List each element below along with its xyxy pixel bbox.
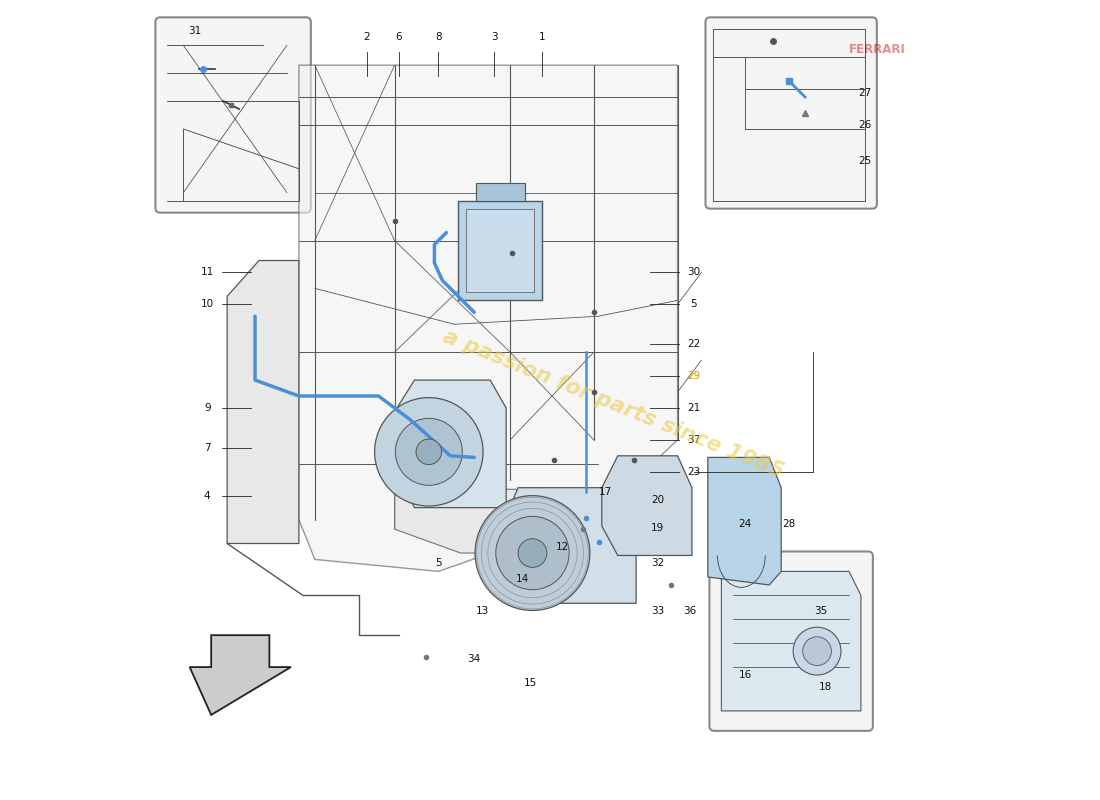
Text: 28: 28 (782, 518, 795, 529)
Text: 9: 9 (204, 403, 210, 413)
Text: 23: 23 (686, 466, 700, 477)
Circle shape (395, 418, 462, 486)
Text: 5: 5 (690, 299, 696, 310)
Polygon shape (504, 488, 636, 603)
Polygon shape (602, 456, 692, 555)
Text: 18: 18 (818, 682, 832, 692)
Text: 13: 13 (475, 606, 488, 616)
Text: 17: 17 (600, 486, 613, 497)
Polygon shape (189, 635, 290, 715)
Circle shape (518, 538, 547, 567)
Circle shape (496, 516, 569, 590)
Text: 35: 35 (814, 606, 827, 616)
Text: 16: 16 (739, 670, 752, 680)
Text: 19: 19 (651, 522, 664, 533)
Polygon shape (227, 261, 299, 543)
Circle shape (803, 637, 832, 666)
Polygon shape (395, 458, 596, 553)
Polygon shape (299, 65, 678, 571)
Text: 29: 29 (686, 371, 700, 381)
Text: 30: 30 (686, 267, 700, 278)
Text: 22: 22 (686, 339, 700, 349)
Text: 15: 15 (524, 678, 537, 688)
FancyBboxPatch shape (710, 551, 873, 731)
Text: 25: 25 (858, 156, 871, 166)
Bar (476, 183, 526, 201)
Text: 24: 24 (739, 518, 752, 529)
Text: 7: 7 (204, 443, 210, 453)
Text: 10: 10 (200, 299, 213, 310)
Circle shape (793, 627, 842, 675)
Circle shape (416, 439, 441, 465)
FancyBboxPatch shape (705, 18, 877, 209)
Polygon shape (397, 380, 506, 508)
Text: 26: 26 (858, 120, 871, 130)
Text: a passion for parts since 1985: a passion for parts since 1985 (440, 326, 788, 482)
Text: 34: 34 (468, 654, 481, 664)
FancyBboxPatch shape (155, 18, 311, 213)
Polygon shape (722, 571, 861, 711)
Text: 4: 4 (204, 490, 210, 501)
Text: 6: 6 (395, 32, 402, 42)
Bar (466, 209, 535, 292)
Text: 32: 32 (651, 558, 664, 569)
Bar (459, 201, 542, 300)
Text: 8: 8 (436, 32, 442, 42)
Text: 27: 27 (858, 88, 871, 98)
Text: 33: 33 (651, 606, 664, 616)
Circle shape (375, 398, 483, 506)
Text: 37: 37 (686, 435, 700, 445)
Text: 14: 14 (516, 574, 529, 584)
Text: 1: 1 (539, 32, 546, 42)
Text: 5: 5 (436, 558, 442, 569)
Text: 21: 21 (686, 403, 700, 413)
Text: 2: 2 (363, 32, 370, 42)
Text: 11: 11 (200, 267, 213, 278)
Polygon shape (708, 458, 781, 585)
Text: 36: 36 (683, 606, 696, 616)
Text: FERRARI: FERRARI (848, 42, 905, 56)
Text: 3: 3 (491, 32, 497, 42)
Text: 12: 12 (556, 542, 569, 553)
Text: 20: 20 (651, 494, 664, 505)
Circle shape (475, 496, 590, 610)
Text: 31: 31 (188, 26, 202, 36)
